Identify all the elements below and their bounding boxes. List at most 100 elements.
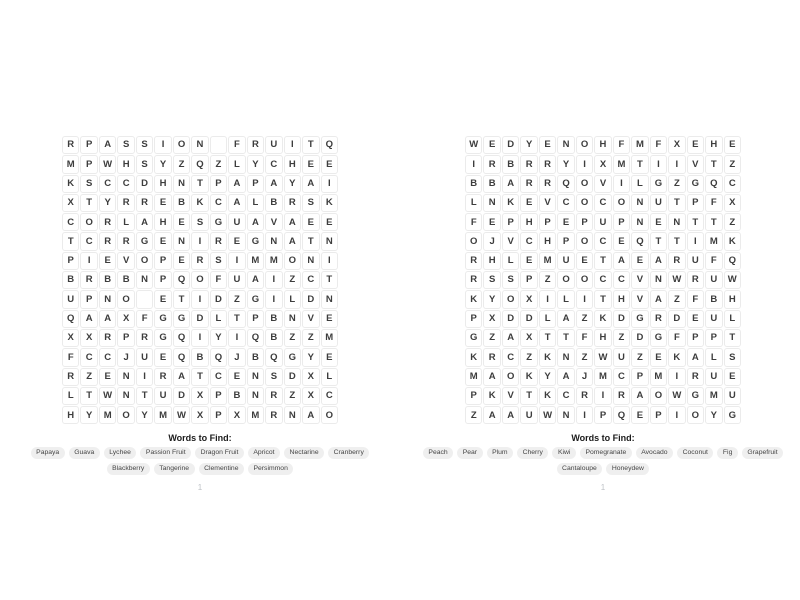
grid-cell: R	[117, 232, 135, 251]
grid-cell: N	[191, 136, 209, 155]
grid-cell: D	[631, 328, 649, 348]
grid-cell: T	[191, 367, 209, 386]
grid-cell: Y	[483, 290, 501, 309]
grid-cell: C	[501, 348, 520, 367]
grid-cell: E	[228, 232, 246, 251]
grid-cell: B	[501, 155, 520, 174]
grid-cell: W	[668, 271, 686, 290]
grid-cell: R	[154, 367, 172, 386]
grid-cell: U	[612, 348, 631, 367]
grid-cell: P	[465, 386, 483, 406]
grid-cell: I	[191, 232, 209, 251]
grid-cell: A	[80, 309, 98, 328]
grid-cell: C	[612, 271, 631, 290]
grid-cell: R	[265, 406, 283, 425]
grid-cell: O	[575, 193, 594, 213]
grid-cell: G	[649, 174, 668, 193]
grid-cell: Y	[246, 155, 265, 174]
grid-cell: K	[668, 348, 686, 367]
word-list-row: Blackberry Tangerine Clementine Persimmon	[32, 463, 368, 476]
grid-cell: N	[246, 367, 265, 386]
grid-cell: R	[538, 174, 557, 193]
grid-cell: C	[265, 155, 283, 174]
grid-cell: U	[686, 251, 705, 271]
grid-cell: C	[98, 348, 117, 367]
grid-cell: I	[575, 406, 594, 425]
grid-cell: I	[538, 290, 557, 309]
grid-cell: R	[538, 155, 557, 174]
grid-cell: R	[135, 328, 154, 348]
grid-cell: I	[265, 271, 283, 290]
grid-cell: L	[723, 309, 741, 328]
grid-cell: P	[575, 213, 594, 232]
grid-cell: X	[191, 386, 209, 406]
grid-cell: F	[62, 348, 80, 367]
grid-cell: Z	[520, 348, 538, 367]
grid-cell: P	[117, 328, 135, 348]
grid-cell: Z	[723, 155, 741, 174]
grid-cell: R	[98, 232, 117, 251]
grid-cell: Y	[705, 406, 723, 425]
grid-cell: F	[705, 251, 723, 271]
word-chip: Nectarine	[284, 447, 325, 460]
grid-cell: P	[80, 136, 98, 155]
grid-cell: S	[209, 251, 228, 271]
word-chip: Persimmon	[247, 463, 294, 476]
grid-cell: E	[320, 213, 338, 232]
grid-cell: U	[228, 271, 246, 290]
grid-cell: F	[135, 309, 154, 328]
grid-cell: S	[191, 213, 209, 232]
words-heading: Words to Find:	[571, 433, 635, 444]
grid-cell: X	[483, 309, 501, 328]
grid-cell: I	[594, 386, 612, 406]
grid-cell: K	[62, 174, 80, 193]
grid-cell: P	[154, 271, 172, 290]
grid-cell: R	[246, 136, 265, 155]
grid-cell: H	[483, 251, 501, 271]
grid-cell: E	[154, 348, 172, 367]
grid-cell: O	[191, 271, 209, 290]
word-chip: Fig	[717, 447, 738, 460]
grid-cell: R	[612, 386, 631, 406]
grid-cell: L	[320, 367, 338, 386]
grid-cell: T	[668, 193, 686, 213]
grid-cell: T	[557, 328, 575, 348]
grid-cell: A	[686, 348, 705, 367]
grid-cell: I	[283, 136, 302, 155]
grid-cell: X	[80, 328, 98, 348]
grid-cell: R	[465, 271, 483, 290]
grid-cell: B	[228, 386, 246, 406]
grid-cell: V	[117, 251, 135, 271]
grid-cell: G	[172, 309, 191, 328]
grid-cell: R	[520, 155, 538, 174]
grid-cell: N	[172, 232, 191, 251]
grid-cell: E	[302, 213, 320, 232]
word-chip: Cherry	[517, 447, 549, 460]
grid-cell: O	[283, 251, 302, 271]
grid-cell: U	[135, 348, 154, 367]
grid-cell: J	[228, 348, 246, 367]
word-chip: Peach	[422, 447, 454, 460]
page-number: 1	[600, 483, 606, 493]
grid-cell: B	[265, 309, 283, 328]
grid-cell: M	[154, 406, 172, 425]
grid-cell: T	[191, 174, 209, 193]
grid-cell: O	[465, 232, 483, 251]
grid-cell: P	[501, 213, 520, 232]
grid-cell: E	[302, 155, 320, 174]
grid-cell: U	[265, 136, 283, 155]
grid-cell: O	[501, 367, 520, 386]
grid-cell: Y	[538, 367, 557, 386]
grid-cell: V	[538, 193, 557, 213]
grid-cell: F	[465, 213, 483, 232]
grid-cell: B	[98, 271, 117, 290]
grid-cell: Q	[172, 348, 191, 367]
grid-cell: T	[302, 232, 320, 251]
grid-cell: L	[557, 290, 575, 309]
grid-cell: E	[631, 251, 649, 271]
grid-cell: O	[501, 290, 520, 309]
grid-cell: Z	[575, 348, 594, 367]
grid-cell: A	[483, 406, 501, 425]
grid-cell: X	[117, 309, 135, 328]
